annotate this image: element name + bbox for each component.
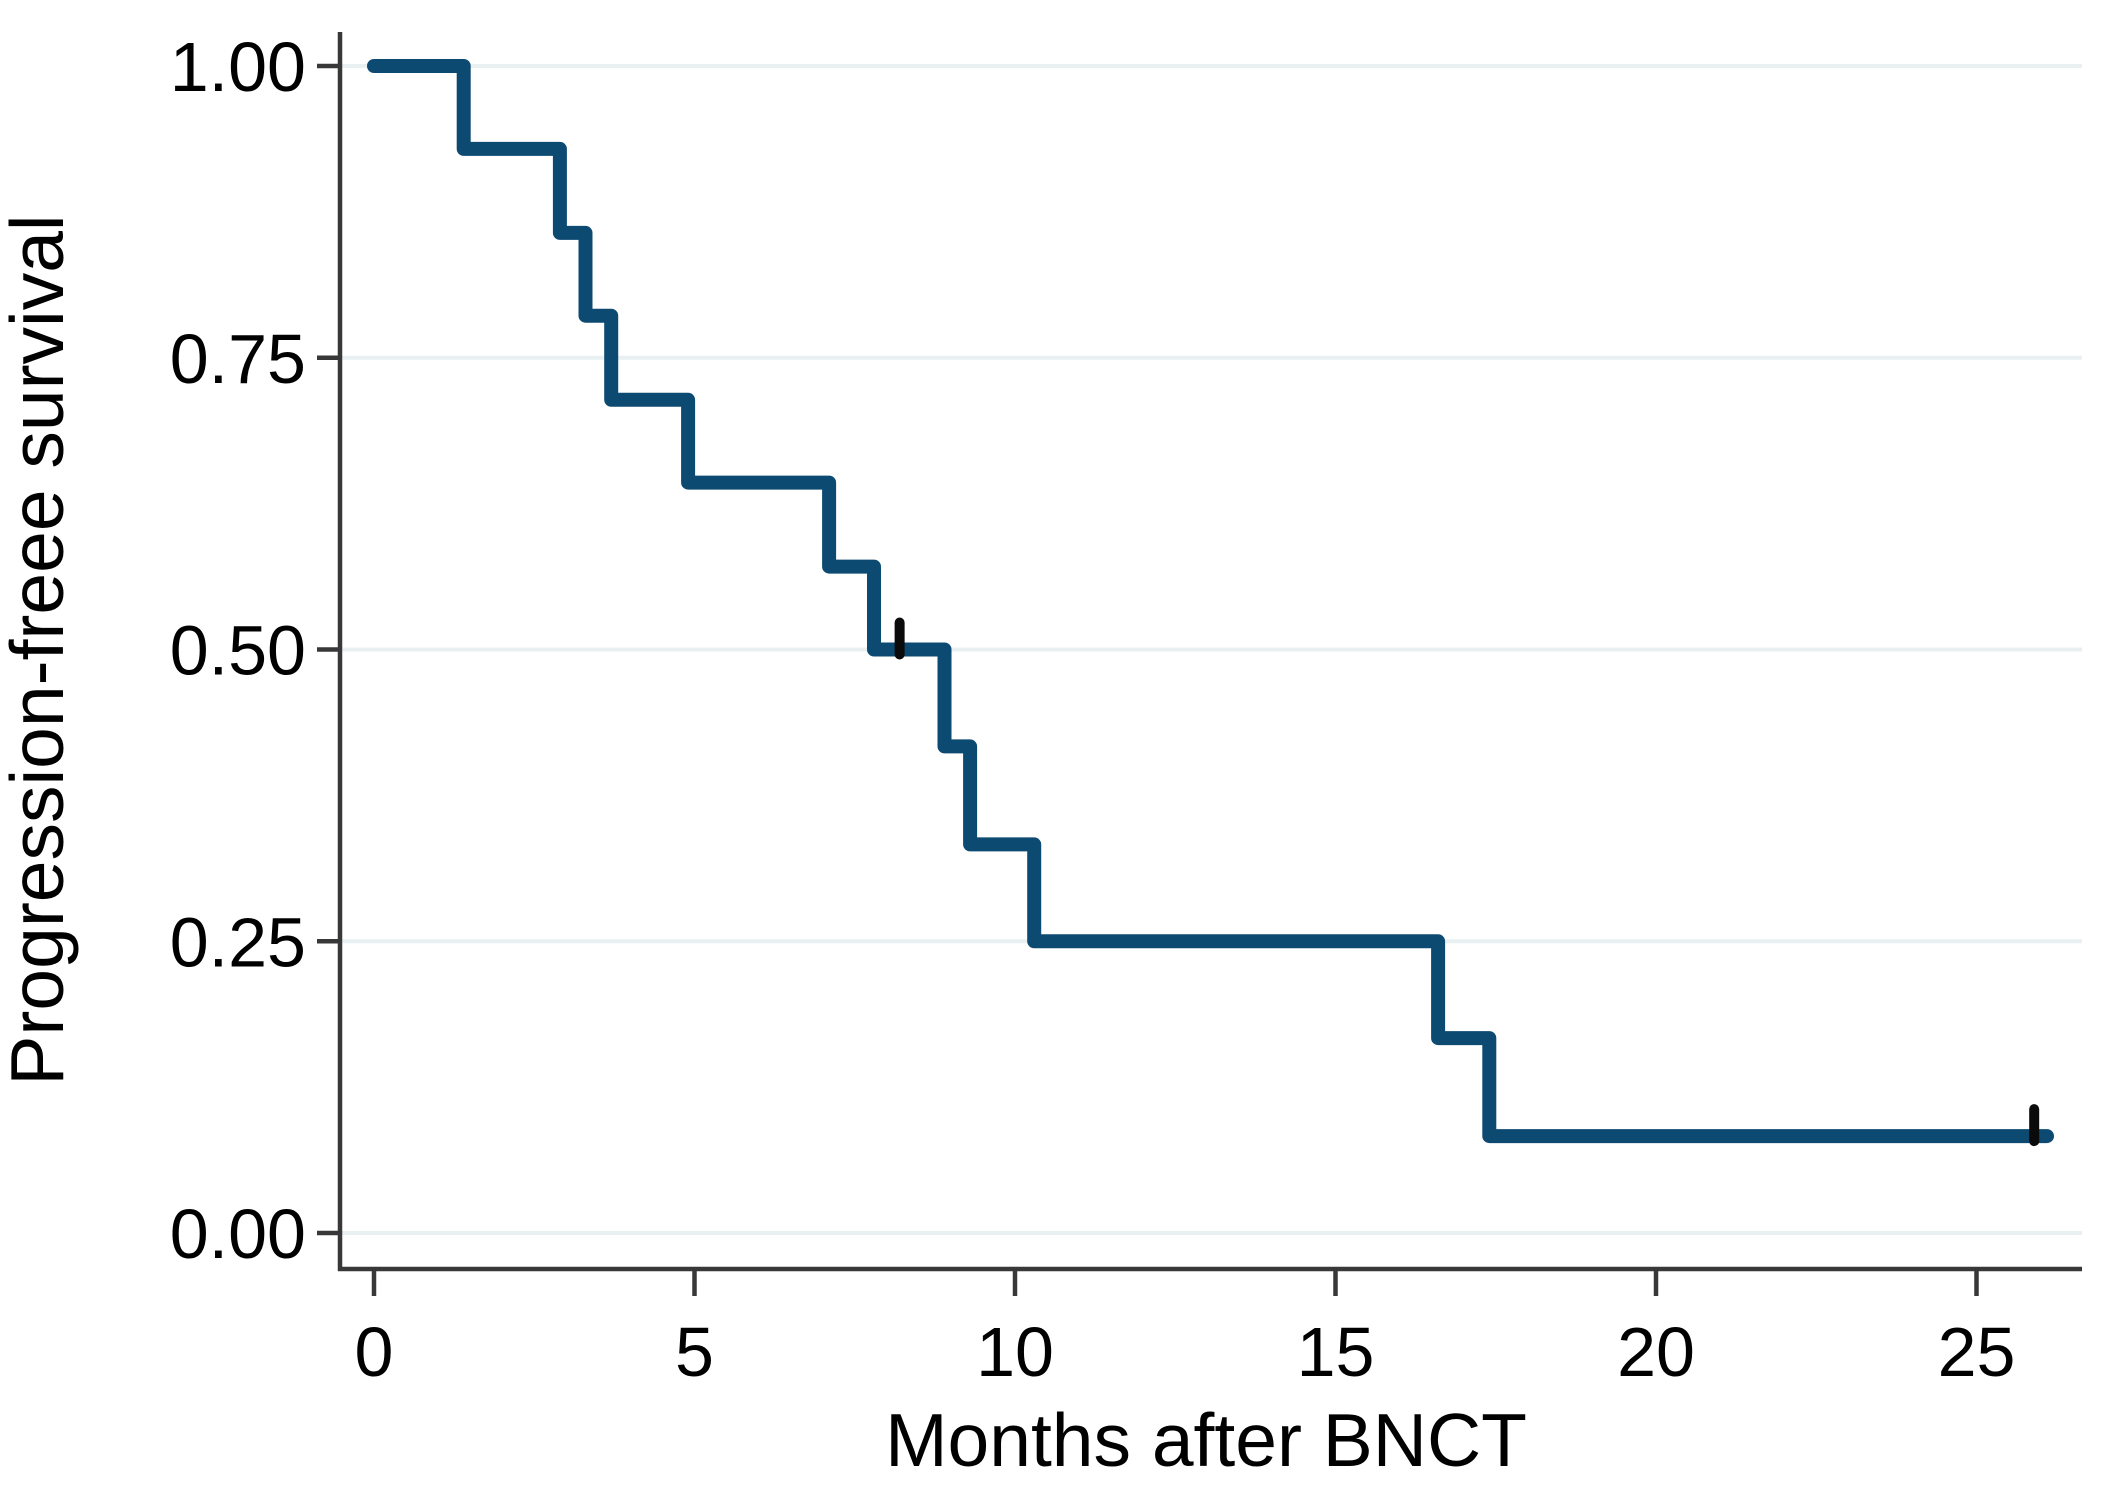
x-tick-label: 5 xyxy=(675,1313,714,1391)
x-tick-label: 20 xyxy=(1617,1313,1695,1391)
y-axis-title: Progression-freee survival xyxy=(0,214,79,1085)
x-axis-title: Months after BNCT xyxy=(885,1398,1527,1482)
survival-curve xyxy=(367,59,2054,1144)
x-tick-label: 25 xyxy=(1938,1313,2016,1391)
y-tick-label: 0.25 xyxy=(170,903,306,981)
gridlines xyxy=(342,64,2082,1235)
y-axis-ticks: 1.00 0.75 0.50 0.25 0.00 xyxy=(170,28,340,1273)
y-tick-label: 1.00 xyxy=(170,28,306,106)
x-tick-label: 0 xyxy=(355,1313,394,1391)
x-axis-ticks: 0 5 10 15 20 25 xyxy=(355,1269,2016,1391)
x-tick-label: 10 xyxy=(976,1313,1054,1391)
censor-tick-marks xyxy=(894,617,2040,1147)
x-tick-label: 15 xyxy=(1297,1313,1375,1391)
y-tick-label: 0.00 xyxy=(170,1195,306,1273)
y-tick-label: 0.75 xyxy=(170,320,306,398)
y-tick-label: 0.50 xyxy=(170,612,306,690)
